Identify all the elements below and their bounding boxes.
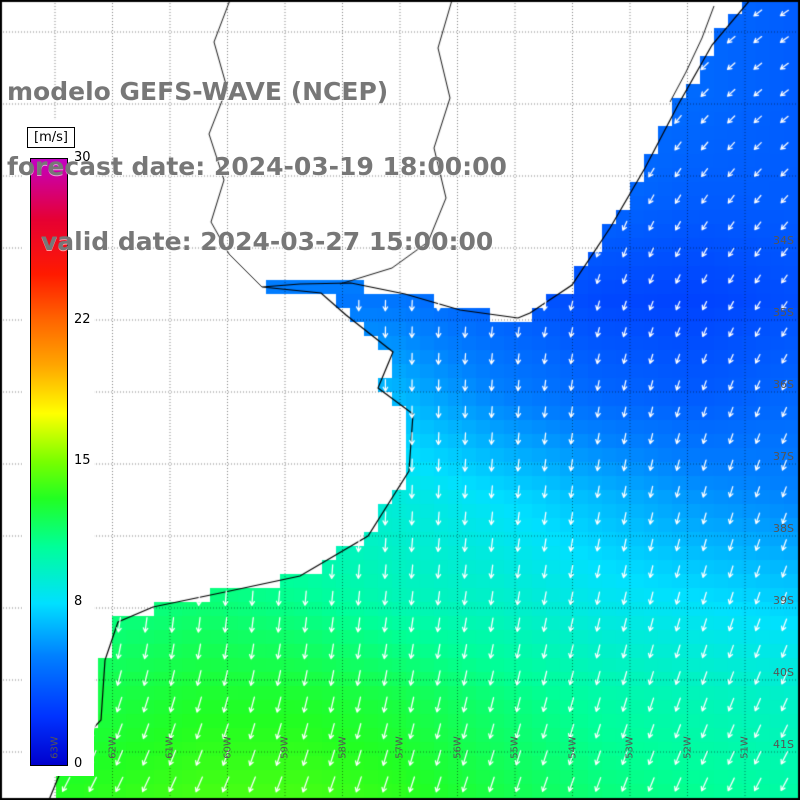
colorbar-gradient [30,158,68,766]
valid-date: valid date: 2024-03-27 15:00:00 [41,227,494,256]
model-title: modelo GEFS-WAVE (NCEP) [7,77,389,106]
map-title-block: modelo GEFS-WAVE (NCEP) forecast date: 2… [7,29,507,304]
colorbar-unit-label: [m/s] [27,127,75,148]
forecast-date: forecast date: 2024-03-19 18:00:00 [7,152,507,181]
